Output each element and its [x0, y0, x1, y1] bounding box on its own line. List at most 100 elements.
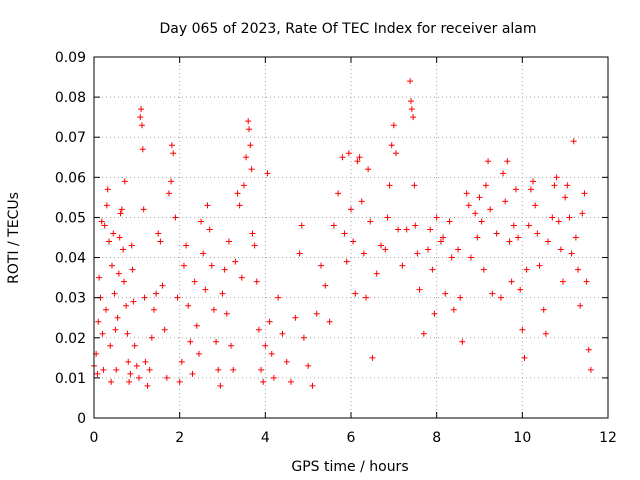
data-point — [455, 246, 462, 253]
data-point — [138, 122, 145, 129]
y-tick-labels: 0 0.01 0.02 0.03 0.04 0.05 0.06 0.07 0.08 0.09 — [55, 50, 86, 427]
data-point — [521, 354, 528, 361]
data-point — [110, 230, 117, 237]
data-point — [123, 302, 130, 309]
data-point — [500, 170, 507, 177]
data-point — [150, 306, 157, 313]
data-point — [172, 214, 179, 221]
data-point — [350, 238, 357, 245]
data-point — [534, 230, 541, 237]
data-point — [360, 250, 367, 257]
data-point — [433, 214, 440, 221]
data-point — [202, 286, 209, 293]
data-point — [467, 254, 474, 261]
data-point — [125, 358, 132, 365]
x-tick-labels: 0 2 4 6 8 10 12 — [90, 430, 617, 446]
data-point — [100, 366, 107, 373]
data-point — [485, 158, 492, 165]
data-point — [425, 246, 432, 253]
data-point — [515, 234, 522, 241]
data-point — [564, 182, 571, 189]
data-point — [96, 274, 103, 281]
data-point — [373, 270, 380, 277]
data-point — [523, 266, 530, 273]
data-point — [161, 326, 168, 333]
data-point — [437, 238, 444, 245]
data-point — [506, 238, 513, 245]
data-point — [463, 190, 470, 197]
data-point — [114, 314, 121, 321]
data-point — [476, 194, 483, 201]
data-point — [395, 226, 402, 233]
data-point — [266, 318, 273, 325]
data-point — [137, 114, 144, 121]
data-point — [139, 146, 146, 153]
data-point — [577, 302, 584, 309]
data-point — [525, 222, 532, 229]
x-tick-label: 0 — [90, 430, 99, 446]
data-point — [213, 338, 220, 345]
data-point — [247, 142, 254, 149]
data-point — [255, 326, 262, 333]
data-point — [121, 178, 128, 185]
data-point — [367, 218, 374, 225]
data-point — [442, 290, 449, 297]
data-point — [581, 190, 588, 197]
data-point — [129, 266, 136, 273]
y-tick-label: 0 — [77, 411, 86, 427]
data-point — [318, 262, 325, 269]
x-tick-label: 8 — [432, 430, 441, 446]
data-point — [386, 182, 393, 189]
data-point — [144, 382, 151, 389]
y-tick-label: 0.03 — [55, 291, 86, 307]
data-point — [108, 262, 115, 269]
data-point — [553, 174, 560, 181]
data-point — [248, 166, 255, 173]
data-point — [127, 370, 134, 377]
data-point — [178, 358, 185, 365]
data-point — [326, 318, 333, 325]
data-point — [270, 374, 277, 381]
data-point — [195, 350, 202, 357]
data-point — [450, 306, 457, 313]
data-point — [135, 374, 142, 381]
y-tick-label: 0.08 — [55, 90, 86, 106]
x-tick-label: 4 — [261, 430, 270, 446]
data-point — [474, 234, 481, 241]
data-point — [570, 138, 577, 145]
data-point — [103, 202, 110, 209]
data-point — [159, 282, 166, 289]
data-point — [155, 230, 162, 237]
data-point — [118, 206, 125, 213]
data-point — [262, 342, 269, 349]
data-point — [157, 238, 164, 245]
data-point — [210, 306, 217, 313]
data-point — [258, 366, 265, 373]
data-point — [221, 266, 228, 273]
data-point — [575, 266, 582, 273]
data-points — [91, 78, 594, 389]
data-point — [459, 338, 466, 345]
data-point — [568, 250, 575, 257]
data-point — [504, 158, 511, 165]
x-axis-label: GPS time / hours — [291, 459, 408, 475]
data-point — [354, 158, 361, 165]
data-point — [407, 98, 414, 105]
data-point — [111, 290, 118, 297]
data-point — [530, 178, 537, 185]
y-tick-label: 0.02 — [55, 331, 86, 347]
data-point — [560, 278, 567, 285]
data-point — [153, 290, 160, 297]
data-point — [234, 190, 241, 197]
data-point — [392, 150, 399, 157]
data-point — [512, 186, 519, 193]
data-point — [502, 198, 509, 205]
data-point — [116, 234, 123, 241]
data-point — [305, 362, 312, 369]
data-point — [414, 250, 421, 257]
data-point — [148, 334, 155, 341]
data-point — [225, 238, 232, 245]
data-point — [487, 206, 494, 213]
data-point — [465, 202, 472, 209]
data-point — [101, 222, 108, 229]
